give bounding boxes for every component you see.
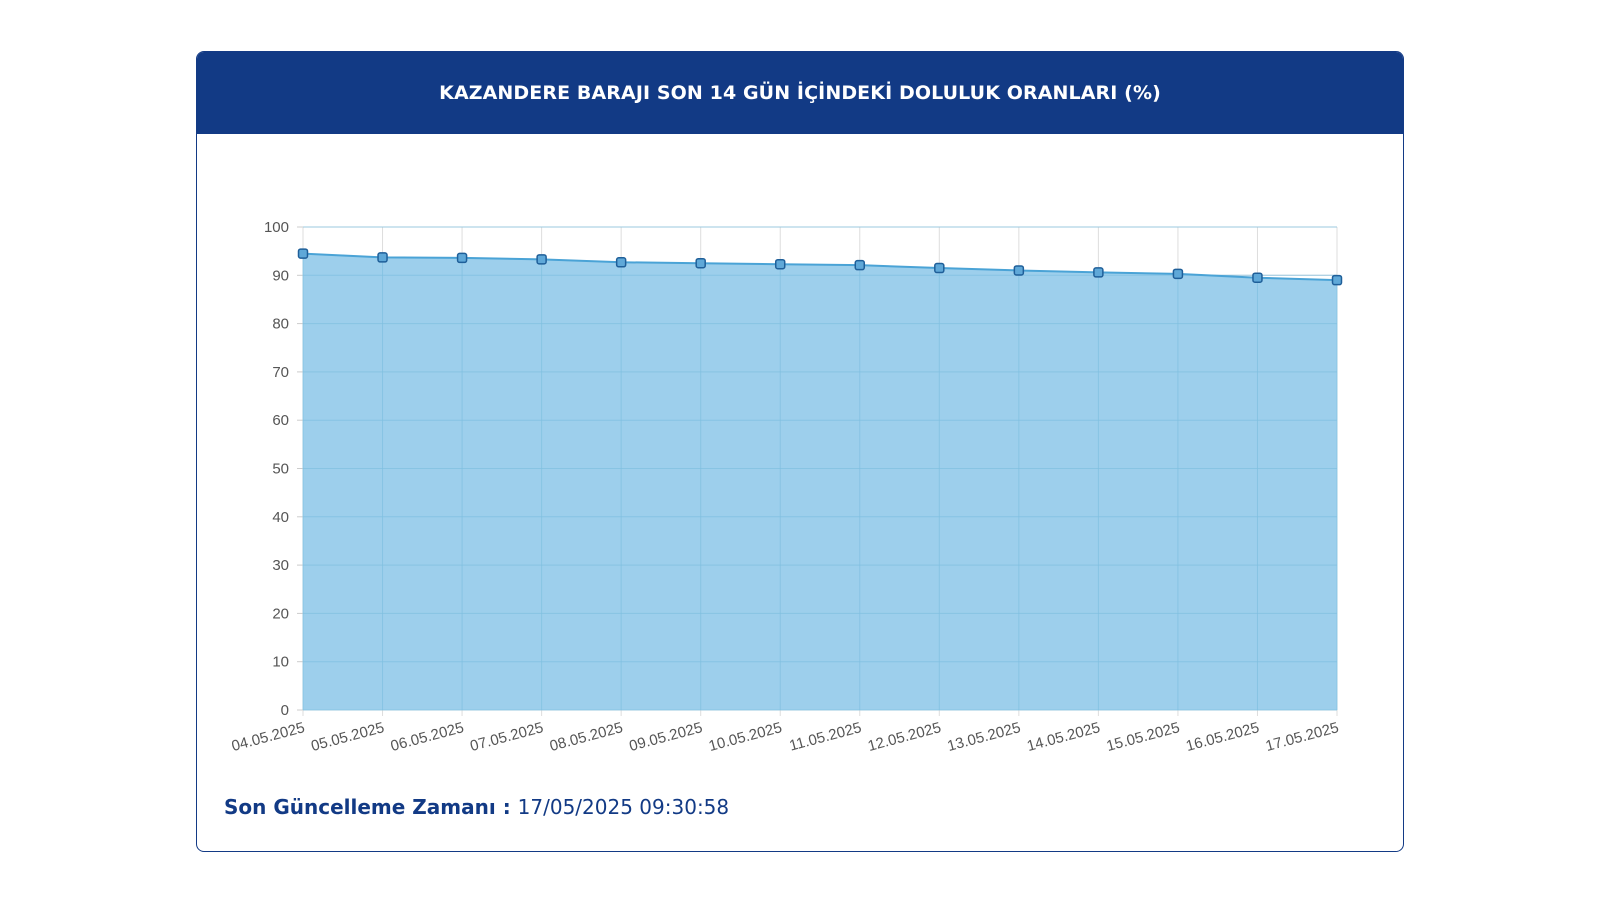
x-tick-label: 17.05.2025 xyxy=(1264,719,1341,755)
data-point xyxy=(774,258,786,270)
chart-area: 0 10 20 30 40 50 60 70 80 90 100 04.05.2025 05.05.20… xyxy=(197,134,1403,774)
x-tick-label: 07.05.2025 xyxy=(468,719,545,755)
x-tick-label: 04.05.2025 xyxy=(230,719,307,755)
data-point xyxy=(456,252,468,264)
last-update-value: 17/05/2025 09:30:58 xyxy=(517,795,730,819)
y-tick-label: 30 xyxy=(272,557,289,574)
last-update: Son Güncelleme Zamanı : 17/05/2025 09:30… xyxy=(224,795,729,819)
data-point xyxy=(854,259,866,271)
y-tick-label: 20 xyxy=(272,605,289,622)
y-tick-label: 90 xyxy=(272,267,289,284)
y-tick-label: 100 xyxy=(264,219,289,236)
area-fill xyxy=(303,253,1337,710)
x-tick-label: 09.05.2025 xyxy=(627,719,704,755)
chart-card: KAZANDERE BARAJI SON 14 GÜN İÇİNDEKİ DOL… xyxy=(196,51,1404,852)
x-tick-label: 06.05.2025 xyxy=(389,719,466,755)
x-tick-label: 08.05.2025 xyxy=(548,719,625,755)
data-point xyxy=(536,254,547,265)
x-tick-label: 11.05.2025 xyxy=(788,719,864,755)
data-point xyxy=(377,252,388,263)
data-point xyxy=(695,257,706,269)
data-point xyxy=(1093,267,1104,278)
y-tick-label: 60 xyxy=(272,412,289,429)
x-tick-label: 13.05.2025 xyxy=(946,719,1023,755)
data-point xyxy=(934,262,945,274)
y-tick-label: 50 xyxy=(272,461,289,478)
data-point xyxy=(1331,274,1343,286)
x-tick-label: 15.05.2025 xyxy=(1105,719,1182,755)
x-tick-label: 14.05.2025 xyxy=(1025,719,1102,755)
y-tick-label: 70 xyxy=(272,364,289,381)
last-update-separator: : xyxy=(495,795,518,819)
data-point xyxy=(615,257,627,268)
x-tick-label: 16.05.2025 xyxy=(1184,719,1261,755)
y-tick-label: 10 xyxy=(272,654,289,671)
area-chart: 0 10 20 30 40 50 60 70 80 90 100 04.05.2025 05.05.20… xyxy=(230,219,1343,755)
y-tick-label: 40 xyxy=(272,509,289,526)
y-tick-label: 80 xyxy=(272,316,289,333)
data-point xyxy=(1172,268,1184,280)
x-tick-label: 10.05.2025 xyxy=(707,719,784,755)
chart-title: KAZANDERE BARAJI SON 14 GÜN İÇİNDEKİ DOL… xyxy=(197,52,1403,134)
y-tick-label: 0 xyxy=(281,702,289,719)
data-point xyxy=(1013,265,1025,276)
data-point xyxy=(1252,272,1263,283)
data-point xyxy=(297,248,309,259)
x-tick-label: 12.05.2025 xyxy=(866,719,943,755)
series-line xyxy=(302,252,1338,282)
x-tick-label: 05.05.2025 xyxy=(309,719,386,755)
last-update-label: Son Güncelleme Zamanı xyxy=(224,795,496,819)
